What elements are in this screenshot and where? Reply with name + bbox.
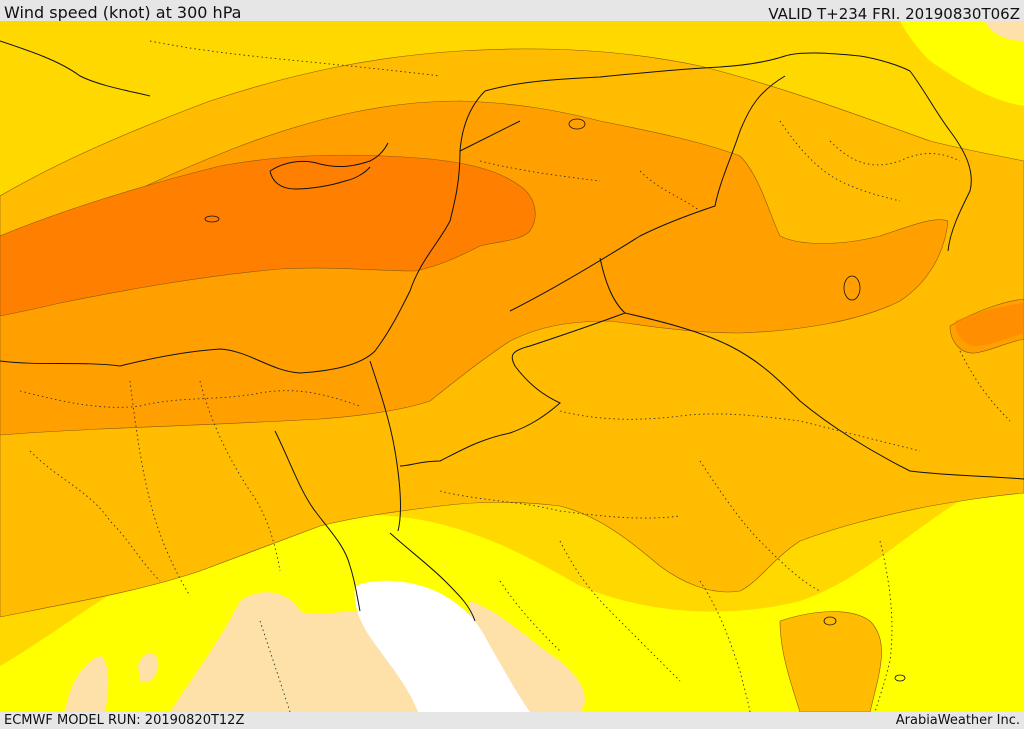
islands-lakes — [204, 118, 906, 682]
wind-speed-map — [0, 21, 1024, 712]
band-lowest-small-oval — [138, 653, 159, 683]
band-low-northeast — [900, 21, 1024, 106]
band-lowest-ne-corner — [985, 21, 1024, 41]
coastlines — [0, 40, 911, 622]
admin-boundaries — [19, 40, 1011, 712]
band-strongest — [0, 154, 536, 317]
band-strong-east — [779, 611, 882, 712]
model-run: ECMWF MODEL RUN: 20190820T12Z — [4, 713, 245, 728]
map-title: Wind speed (knot) at 300 hPa — [4, 3, 242, 22]
country-borders — [399, 70, 1024, 480]
band-lowest-small-west — [65, 656, 109, 712]
valid-time: VALID T+234 FRI. 20190830T06Z — [768, 5, 1020, 23]
band-strongest-east — [955, 303, 1024, 346]
credit: ArabiaWeather Inc. — [895, 713, 1020, 728]
red-sea — [354, 580, 530, 712]
